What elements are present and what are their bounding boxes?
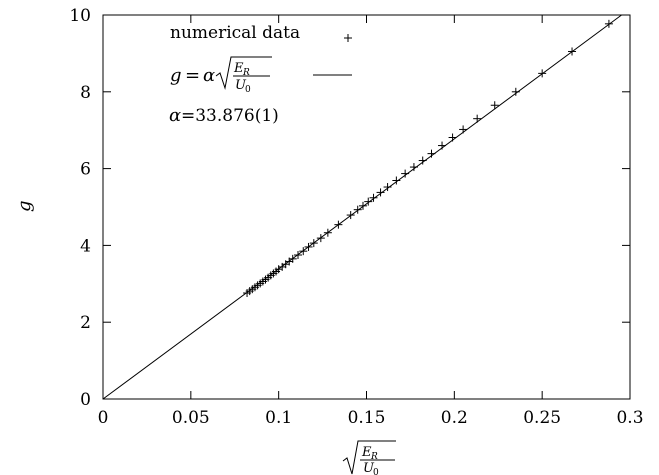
legend-entry-alpha-value: α =33.876(1): [169, 105, 279, 126]
axis-ticks: [102, 14, 631, 400]
data-point: [511, 87, 520, 96]
y-tick-label-2: 4: [80, 236, 91, 256]
y-tick-label-5: 10: [69, 6, 91, 26]
svg-text:E: E: [233, 61, 244, 76]
data-point: [353, 205, 362, 214]
legend-entry-fit-formula: g = α E R U 0: [170, 56, 272, 95]
data-point: [418, 156, 427, 165]
x-tick-label-2: 0.1: [265, 408, 292, 428]
data-point: [364, 197, 373, 206]
data-point: [323, 228, 332, 237]
data-point: [427, 149, 436, 158]
x-tick-label-3: 0.15: [348, 408, 386, 428]
data-point: [288, 254, 297, 263]
data-point: [316, 234, 325, 243]
data-points: [243, 19, 613, 298]
y-tick-label-1: 2: [80, 313, 91, 333]
data-point: [293, 251, 302, 259]
x-tick-label-5: 0.25: [523, 408, 561, 428]
data-point: [383, 183, 392, 192]
data-point: [401, 169, 410, 178]
svg-text:R: R: [242, 68, 250, 78]
svg-text:0: 0: [245, 85, 251, 95]
y-tick-label-4: 8: [80, 83, 91, 103]
data-point: [358, 201, 367, 210]
svg-text:=: =: [185, 65, 200, 86]
data-point: [490, 101, 499, 110]
svg-text:g: g: [170, 65, 182, 86]
data-point: [568, 47, 577, 56]
y-tick-label-0: 0: [80, 390, 91, 410]
data-point: [376, 188, 385, 197]
legend-marker-plus: [344, 34, 352, 42]
svg-text:=33.876(1): =33.876(1): [181, 106, 279, 126]
data-point: [459, 125, 468, 134]
svg-text:R: R: [370, 452, 378, 462]
axis-tick-labels: 0 0.05 0.1 0.15 0.2 0.25 0.3 0 2 4 6 8 10: [69, 6, 643, 428]
svg-text:U: U: [363, 461, 375, 475]
data-point: [392, 176, 401, 185]
x-tick-label-6: 0.3: [616, 408, 643, 428]
fit-line: [102, 14, 622, 400]
y-axis-label: g: [14, 200, 35, 212]
plot-frame: [102, 14, 631, 400]
x-tick-label-0: 0: [98, 408, 109, 428]
svg-text:E: E: [361, 445, 372, 460]
svg-text:α: α: [169, 105, 181, 126]
svg-text:0: 0: [373, 468, 379, 475]
x-axis-label: E R U 0: [342, 440, 396, 475]
data-point: [538, 69, 547, 78]
data-point: [299, 247, 308, 256]
data-point: [409, 163, 418, 172]
data-point: [309, 239, 318, 248]
data-point: [304, 242, 313, 251]
x-tick-label-4: 0.2: [441, 408, 468, 428]
y-tick-label-3: 6: [80, 160, 91, 180]
svg-text:U: U: [235, 78, 247, 93]
data-point: [604, 19, 613, 28]
svg-text:α: α: [203, 65, 215, 86]
data-point: [346, 211, 355, 220]
data-point: [334, 220, 343, 229]
fit-line-group: [102, 14, 622, 400]
legend-entry-numerical-data: numerical data: [170, 23, 300, 43]
data-point: [448, 133, 457, 142]
legend: numerical data g = α E R U 0 α =33.876(1…: [169, 23, 352, 126]
data-point: [438, 141, 447, 150]
x-tick-label-1: 0.05: [172, 408, 210, 428]
data-point: [473, 114, 482, 123]
data-point: [369, 193, 378, 202]
